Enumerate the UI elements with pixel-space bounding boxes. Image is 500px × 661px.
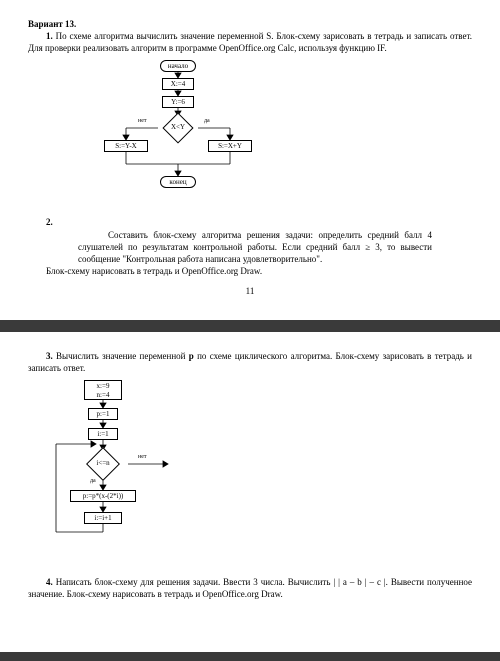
flow2-n1: x:=9n:=4 (84, 380, 122, 400)
task2-p1: Составить блок-схему алгоритма решения з… (78, 229, 432, 265)
flow2-cond: i<=n (83, 459, 123, 467)
variant-title-text: Вариант 13. (28, 19, 76, 29)
task2-num: 2. (46, 217, 53, 227)
task3-pre: Вычислить значение переменной (53, 351, 189, 361)
flow1-cond: X<Y (158, 123, 198, 131)
flow1-right: S:=X+Y (208, 140, 252, 152)
flow1-no: нет (138, 118, 147, 124)
page-1: Вариант 13. 1. По схеме алгоритма вычисл… (0, 0, 500, 320)
flow2-n5: i:=i+1 (84, 512, 122, 524)
flow2-n1a: x:=9 (97, 382, 110, 390)
task4-num: 4. (46, 577, 53, 587)
task3-text: 3. Вычислить значение переменной p по сх… (28, 350, 472, 374)
task2-num-line: 2. (28, 216, 472, 228)
flow1-start: начало (160, 60, 196, 72)
task4-body: Написать блок-схему для решения задачи. … (28, 577, 472, 599)
flow2-n3: i:=1 (88, 428, 118, 440)
variant-title: Вариант 13. (28, 18, 472, 30)
flow1-diamond: X<Y (158, 117, 198, 139)
flow2-lines (48, 380, 218, 570)
task1-body: По схеме алгоритма вычислить значение пе… (28, 31, 472, 53)
task1-num: 1. (46, 31, 53, 41)
flowchart-1: начало X:=4 Y:=6 X<Y нет да S:=Y-X S:=X+… (88, 60, 308, 210)
page-number-1: 11 (28, 285, 472, 297)
flow1-n1: X:=4 (162, 78, 194, 90)
flow1-yes: да (204, 118, 210, 124)
page-2: 3. Вычислить значение переменной p по сх… (0, 332, 500, 652)
flow2-n1b: n:=4 (97, 391, 110, 399)
task1-text: 1. По схеме алгоритма вычислить значение… (28, 30, 472, 54)
flow2-no: нет (138, 454, 147, 460)
flowchart-2: x:=9n:=4 p:=1 i:=1 i<=n нет да p:=p*(x-(… (48, 380, 218, 570)
task3-num: 3. (46, 351, 53, 361)
flow2-n4: p:=p*(x-(2*i)) (70, 490, 136, 502)
task2-p2: Блок-схему нарисовать в тетрадь и OpenOf… (28, 265, 472, 277)
flow1-n2: Y:=6 (162, 96, 194, 108)
flow2-diamond: i<=n (83, 452, 123, 474)
flow1-end: конец (160, 176, 196, 188)
flow2-n2: p:=1 (88, 408, 118, 420)
flow1-left: S:=Y-X (104, 140, 148, 152)
flow1-lines (88, 60, 308, 210)
flow2-yes: да (90, 478, 96, 484)
task4-text: 4. Написать блок-схему для решения задач… (28, 576, 472, 600)
